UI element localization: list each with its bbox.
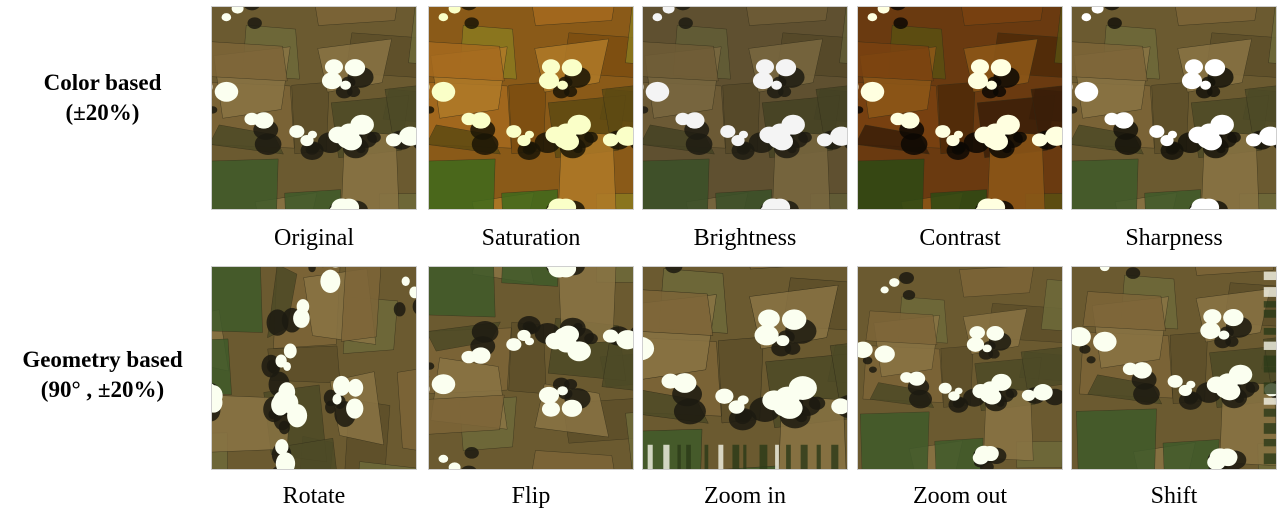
image-original (211, 6, 417, 210)
row-label-geometry-line1: Geometry based (22, 347, 183, 372)
satellite-image (212, 7, 416, 209)
satellite-image (643, 7, 847, 209)
row-label-color-line1: Color based (43, 70, 162, 95)
row-label-geometry-line2: (90° , ±20%) (40, 377, 165, 402)
satellite-image (212, 267, 416, 469)
caption-contrast: Contrast (919, 225, 1001, 251)
caption-original: Original (274, 225, 354, 251)
image-saturation (428, 6, 634, 210)
caption-brightness: Brightness (693, 225, 797, 251)
row-label-color-line2: (±20%) (65, 100, 140, 125)
image-flip (428, 266, 634, 470)
row-label-color: Color based (±20%) (0, 68, 205, 128)
image-contrast (857, 6, 1063, 210)
row-label-geometry: Geometry based (90° , ±20%) (0, 345, 205, 405)
image-brightness (642, 6, 848, 210)
caption-sharpness: Sharpness (1125, 225, 1223, 251)
caption-zoom-in: Zoom in (704, 483, 786, 509)
image-shift (1071, 266, 1277, 470)
satellite-image (858, 267, 1062, 469)
satellite-image (429, 7, 633, 209)
image-zoom-in (642, 266, 848, 470)
image-rotate (211, 266, 417, 470)
satellite-image (643, 267, 847, 469)
image-sharpness (1071, 6, 1277, 210)
caption-flip: Flip (511, 483, 551, 509)
satellite-image (858, 7, 1062, 209)
satellite-image (1072, 267, 1276, 469)
image-zoom-out (857, 266, 1063, 470)
caption-zoom-out: Zoom out (913, 483, 1007, 509)
satellite-image (1072, 7, 1276, 209)
caption-shift: Shift (1150, 483, 1198, 509)
caption-rotate: Rotate (282, 483, 346, 509)
caption-saturation: Saturation (481, 225, 581, 251)
satellite-image (429, 267, 633, 469)
